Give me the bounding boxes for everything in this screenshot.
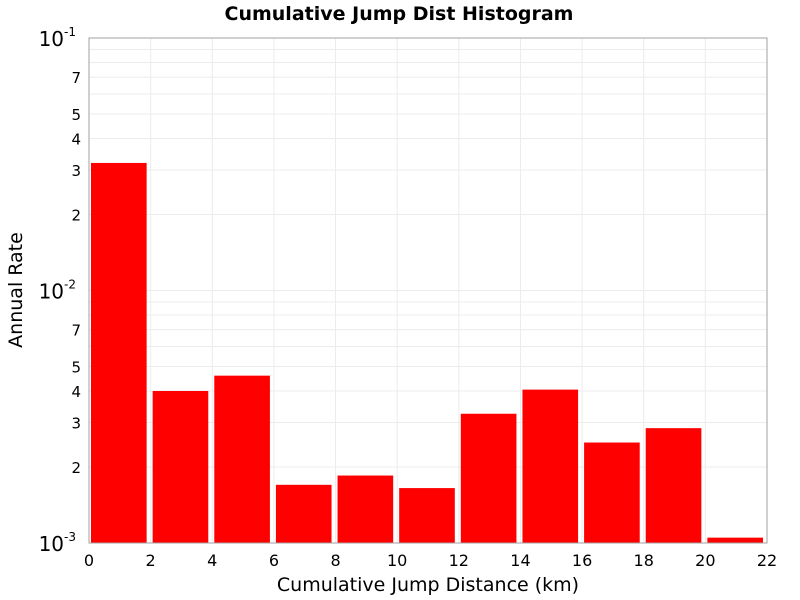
y-axis-label: Annual Rate	[5, 232, 27, 348]
y-tick-label-minor: 2	[71, 206, 81, 224]
y-tick-label-minor: 3	[71, 415, 81, 433]
y-tick-label-minor: 4	[71, 383, 81, 401]
x-tick-label: 8	[330, 551, 340, 570]
y-tick-label-minor: 2	[71, 459, 81, 477]
histogram-bar	[645, 428, 702, 543]
x-tick-label: 18	[634, 551, 654, 570]
y-axis-ticks: 10-1 10-2 10-3 7 5 4 3 2 7 5 4 3 2	[39, 25, 81, 556]
y-tick-label-minor: 7	[71, 322, 81, 340]
x-axis-ticks: 0 2 4 6 8 10 12 14 16 18 20 22	[84, 551, 777, 570]
histogram-bar	[522, 389, 579, 543]
histogram-bar	[275, 484, 332, 543]
y-tick-label-major: 10-3	[39, 530, 76, 556]
x-tick-label: 10	[387, 551, 407, 570]
x-tick-label: 12	[449, 551, 469, 570]
x-tick-label: 2	[146, 551, 156, 570]
y-tick-label-minor: 5	[71, 106, 81, 124]
histogram-bar	[214, 375, 270, 543]
x-tick-label: 4	[207, 551, 217, 570]
y-tick-label-minor: 7	[71, 69, 81, 87]
histogram-bar	[707, 537, 763, 543]
histogram-bar	[460, 413, 517, 543]
x-tick-label: 0	[84, 551, 94, 570]
y-tick-label-major: 10-2	[39, 278, 76, 304]
x-tick-label: 16	[572, 551, 592, 570]
x-tick-label: 14	[510, 551, 530, 570]
bars	[91, 162, 763, 543]
histogram-bar	[91, 162, 147, 543]
x-tick-label: 22	[757, 551, 777, 570]
histogram-bar	[584, 442, 640, 543]
grid-lines	[89, 38, 767, 543]
y-tick-label-minor: 5	[71, 359, 81, 377]
y-tick-label-minor: 4	[71, 130, 81, 148]
histogram-bar	[399, 488, 455, 543]
histogram-bar	[337, 475, 394, 543]
chart-title: Cumulative Jump Dist Histogram	[225, 3, 574, 25]
x-axis-label: Cumulative Jump Distance (km)	[277, 574, 579, 596]
y-tick-label-minor: 3	[71, 162, 81, 180]
histogram-bar	[152, 390, 209, 543]
y-tick-label-major: 10-1	[39, 25, 76, 51]
plot-frame	[88, 37, 768, 544]
x-tick-label: 6	[269, 551, 279, 570]
x-tick-label: 20	[695, 551, 715, 570]
